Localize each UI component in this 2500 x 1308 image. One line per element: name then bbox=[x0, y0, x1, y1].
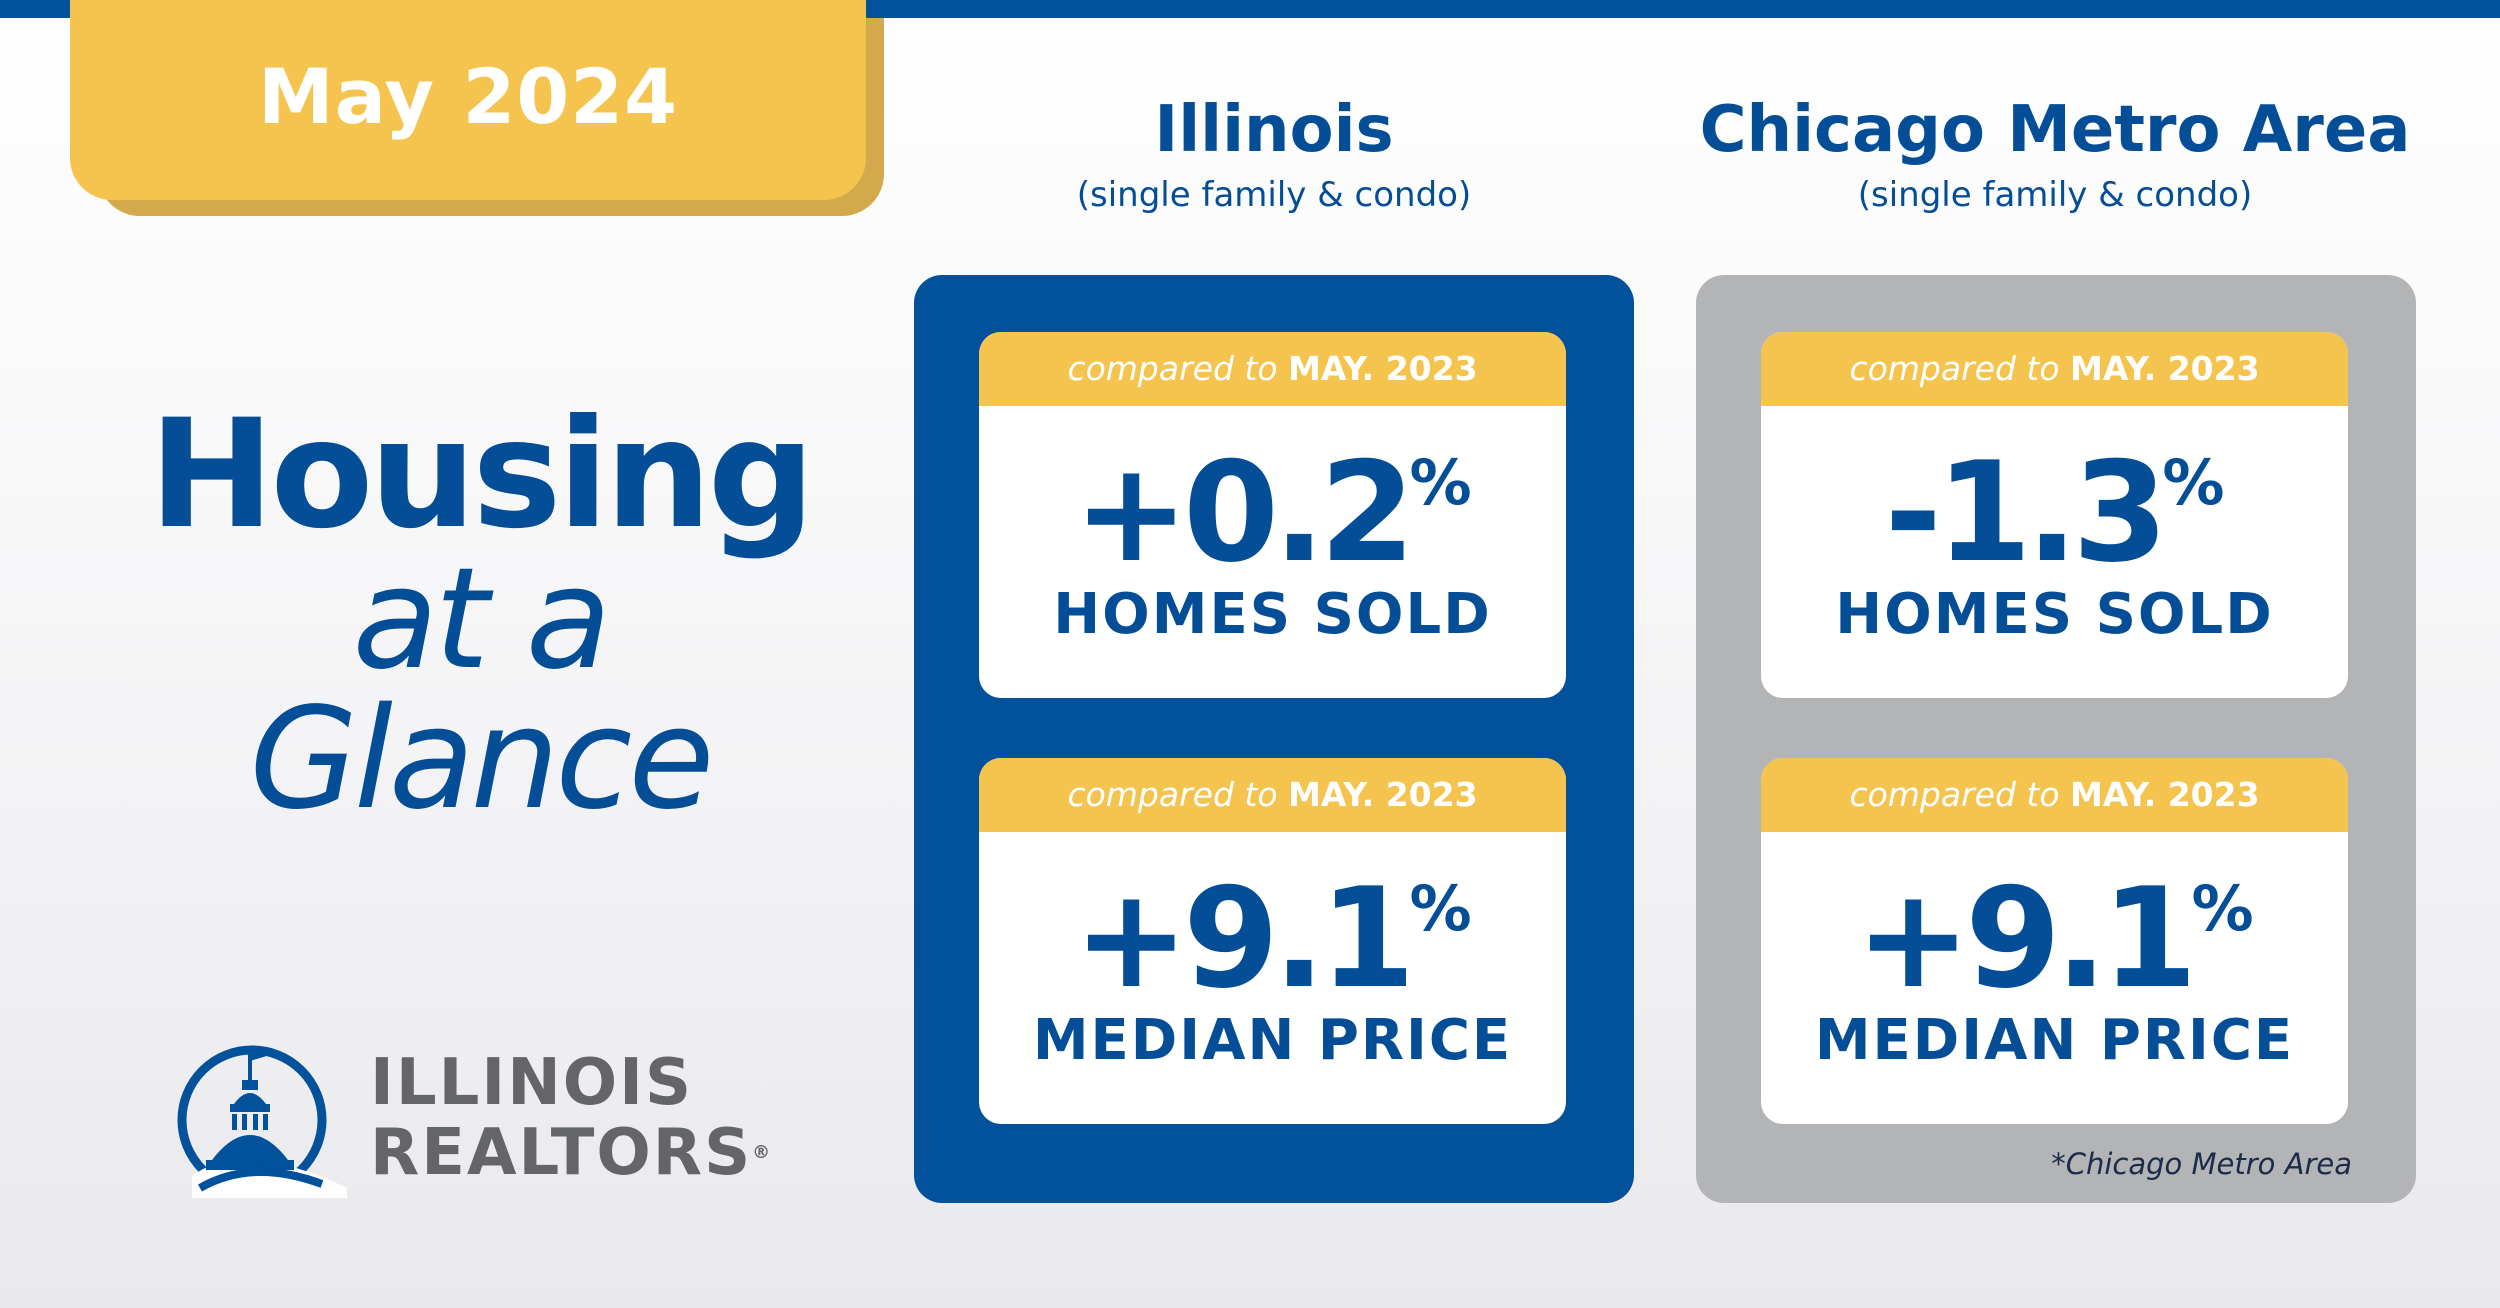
comparison-banner: compared to MAY. 2023 bbox=[979, 758, 1566, 832]
stat-value: +0.2% bbox=[979, 444, 1566, 582]
comparison-date: MAY. 2023 bbox=[2070, 775, 2260, 814]
comparison-prefix: compared to bbox=[1067, 349, 1278, 388]
stat-label: HOMES SOLD bbox=[1053, 582, 1492, 647]
comparison-date: MAY. 2023 bbox=[1288, 775, 1478, 814]
comparison-date: MAY. 2023 bbox=[2070, 349, 2260, 388]
comparison-prefix: compared to bbox=[1067, 775, 1278, 814]
headline: Housing at a Glance bbox=[80, 400, 880, 830]
comparison-banner: compared to MAY. 2023 bbox=[1761, 758, 2348, 832]
headline-line-3: Glance bbox=[249, 678, 714, 841]
logo-wordmark: ILLINOIS REALTORS® bbox=[370, 1048, 770, 1188]
capitol-dome-icon bbox=[177, 1045, 347, 1198]
logo-line-2-text: REALTORS bbox=[370, 1116, 753, 1190]
stat-label: HOMES SOLD bbox=[1835, 582, 2274, 647]
illinois-median-price-card: compared to MAY. 2023 +9.1% MEDIAN PRICE bbox=[979, 758, 1566, 1124]
stat-label: MEDIAN PRICE bbox=[1032, 1008, 1513, 1073]
chicago-homes-sold-card: compared to MAY. 2023 -1.3% HOMES SOLD bbox=[1761, 332, 2348, 698]
logo-line-2: REALTORS® bbox=[370, 1118, 770, 1188]
logo-line-1: ILLINOIS bbox=[370, 1046, 694, 1120]
stat-label: MEDIAN PRICE bbox=[1814, 1008, 2295, 1073]
stat-value: +9.1% bbox=[979, 870, 1566, 1008]
comparison-prefix: compared to bbox=[1849, 349, 2060, 388]
stat-unit: % bbox=[1409, 872, 1472, 945]
stat-value: -1.3% bbox=[1761, 444, 2348, 582]
illinois-panel: compared to MAY. 2023 +0.2% HOMES SOLD c… bbox=[914, 275, 1634, 1203]
chicago-footnote: *Chicago Metro Area bbox=[2051, 1147, 2352, 1181]
comparison-banner: compared to MAY. 2023 bbox=[979, 332, 1566, 406]
comparison-banner: compared to MAY. 2023 bbox=[1761, 332, 2348, 406]
stat-unit: % bbox=[2191, 872, 2254, 945]
stat-number: +0.2 bbox=[1073, 432, 1415, 593]
chicago-title: Chicago Metro Area bbox=[1699, 93, 2411, 167]
illinois-header: Illinois (single family & condo) bbox=[914, 90, 1634, 220]
stat-number: +9.1 bbox=[1073, 858, 1415, 1019]
chicago-panel: compared to MAY. 2023 -1.3% HOMES SOLD c… bbox=[1696, 275, 2416, 1203]
illinois-subtitle: (single family & condo) bbox=[1076, 175, 1472, 215]
month-tab: May 2024 bbox=[70, 0, 866, 200]
stat-unit: % bbox=[1409, 446, 1472, 519]
chicago-subtitle: (single family & condo) bbox=[1857, 175, 2253, 215]
stat-number: +9.1 bbox=[1855, 858, 2197, 1019]
chicago-median-price-card: compared to MAY. 2023 +9.1% MEDIAN PRICE bbox=[1761, 758, 2348, 1124]
chicago-header: Chicago Metro Area (single family & cond… bbox=[1660, 90, 2450, 220]
comparison-date: MAY. 2023 bbox=[1288, 349, 1478, 388]
registered-mark: ® bbox=[752, 1142, 771, 1163]
stat-number: -1.3 bbox=[1884, 432, 2169, 593]
stat-value: +9.1% bbox=[1761, 870, 2348, 1008]
month-label: May 2024 bbox=[257, 51, 679, 141]
illinois-title: Illinois bbox=[1154, 93, 1394, 167]
stat-unit: % bbox=[2162, 446, 2225, 519]
illinois-homes-sold-card: compared to MAY. 2023 +0.2% HOMES SOLD bbox=[979, 332, 1566, 698]
comparison-prefix: compared to bbox=[1849, 775, 2060, 814]
illinois-realtors-logo: ILLINOIS REALTORS® bbox=[172, 1038, 772, 1198]
headline-line-2: at a bbox=[352, 538, 612, 701]
headline-line-1: Housing bbox=[148, 388, 815, 562]
